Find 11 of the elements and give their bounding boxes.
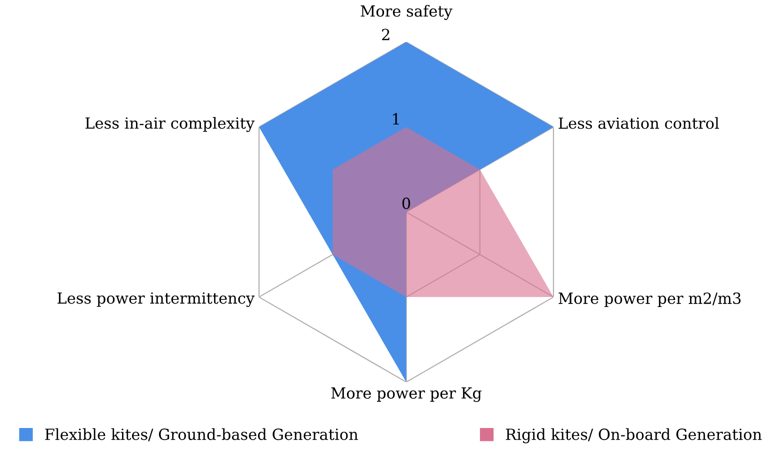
y-tick-label: 0	[402, 198, 410, 210]
y-tick-label: 1	[393, 113, 399, 124]
legend-label: Flexible kites/ Ground-based Generation	[45, 428, 358, 442]
legend-label: Rigid kites/ On-board Generation	[506, 428, 762, 444]
spoke-label: Less aviation control	[558, 117, 719, 129]
spoke-label: More safety	[360, 4, 452, 20]
y-tick-label: 2	[382, 28, 390, 40]
spoke-label: Less in-air complexity	[85, 116, 255, 132]
spoke-label: More power per Kg	[331, 387, 482, 402]
spoke-label: More power per m2/m3	[558, 292, 741, 307]
spoke-label: Less power intermittency	[58, 292, 255, 307]
